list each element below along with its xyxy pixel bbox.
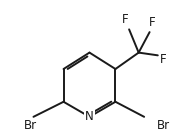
Text: F: F	[149, 16, 156, 29]
Text: F: F	[122, 13, 128, 26]
Text: F: F	[160, 53, 167, 66]
Text: N: N	[85, 110, 94, 123]
Text: Br: Br	[24, 119, 37, 132]
Text: Br: Br	[156, 119, 170, 132]
